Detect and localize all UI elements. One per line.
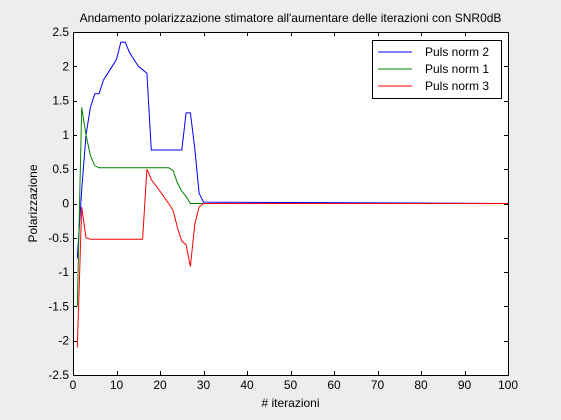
legend-label-2: Puls norm 1 — [425, 62, 489, 76]
y-axis-title: Polarizzazione — [26, 164, 40, 242]
y-tick-label: 2 — [62, 59, 69, 73]
x-tick-label: 30 — [197, 378, 211, 392]
series-line-3 — [76, 169, 508, 348]
x-tick-label: 70 — [371, 378, 385, 392]
legend-label-1: Puls norm 2 — [425, 45, 489, 59]
y-tick-label: 0 — [62, 197, 69, 211]
y-tick-label: -2 — [58, 334, 69, 348]
x-tick-label: 10 — [110, 378, 124, 392]
x-tick-label: 80 — [414, 378, 428, 392]
y-tick-label: 1 — [62, 128, 69, 142]
y-tick-label: -1 — [58, 265, 69, 279]
y-tick-label: 1.5 — [52, 94, 69, 108]
x-tick-label: 50 — [284, 378, 298, 392]
y-tick-label: -0.5 — [48, 231, 69, 245]
y-tick-label: -2.5 — [48, 368, 69, 382]
series-lines — [76, 41, 509, 348]
chart-title: Andamento polarizzazione stimatore all'a… — [80, 11, 502, 25]
axis-ticks: 0 10 20 30 40 50 60 70 80 90 100 -2.5 -2 -1.5 -1 -0.5 0 0… — [48, 25, 518, 392]
y-tick-label: 2.5 — [52, 25, 69, 39]
y-tick-label: 0.5 — [52, 162, 69, 176]
legend-label-3: Puls norm 3 — [425, 79, 489, 93]
x-tick-label: 0 — [70, 378, 77, 392]
x-tick-label: 60 — [327, 378, 341, 392]
series-line-2 — [76, 107, 508, 307]
series-line-1 — [76, 41, 509, 259]
plot-frame — [73, 32, 509, 376]
x-tick-label: 20 — [153, 378, 167, 392]
x-tick-label: 90 — [458, 378, 472, 392]
legend-entries: Puls norm 2 Puls norm 1 Puls norm 3 — [378, 45, 489, 93]
x-tick-label: 40 — [240, 378, 254, 392]
legend: Puls norm 2 Puls norm 1 Puls norm 3 — [372, 40, 502, 99]
x-axis-title: # iterazioni — [261, 396, 319, 410]
y-tick-label: -1.5 — [48, 299, 69, 313]
x-tick-label: 100 — [498, 378, 518, 392]
